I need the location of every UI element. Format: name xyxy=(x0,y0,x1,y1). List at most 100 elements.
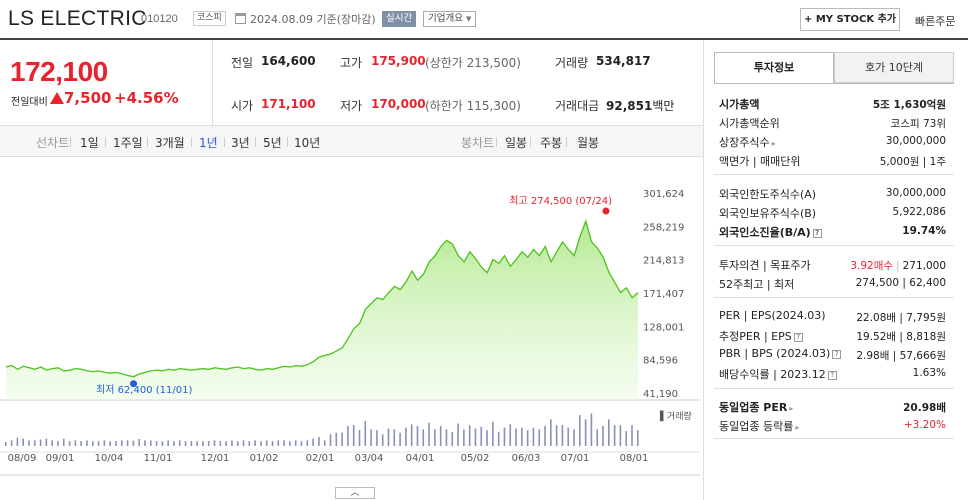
tab-daily[interactable]: 일봉 xyxy=(505,136,528,150)
volume-bar xyxy=(144,440,146,446)
volume-bar xyxy=(132,440,135,446)
low-label: 저가 xyxy=(340,99,363,113)
tab-3y[interactable]: 3년 xyxy=(231,136,250,150)
high-marker xyxy=(602,207,610,215)
high-label: 고가 xyxy=(340,56,363,70)
volume-bar xyxy=(294,440,297,446)
calendar-icon xyxy=(235,13,246,24)
52w-label: 52주최고 | 최저 xyxy=(719,278,795,291)
volume-bar xyxy=(109,441,111,446)
pipe-separator: | xyxy=(896,260,900,272)
volume-bar xyxy=(149,440,152,446)
caret-right-icon[interactable]: ▸ xyxy=(789,404,794,413)
x-tick-label: 05/02 xyxy=(461,453,490,464)
volume-bar xyxy=(300,441,303,446)
company-overview-button[interactable]: 기업개요 ▼ xyxy=(423,11,477,27)
trade-value: 92,851백만 xyxy=(606,97,674,114)
industry-per-value: 20.98배 xyxy=(903,402,946,414)
volume-bar xyxy=(265,440,268,446)
volume-value: 534,817 xyxy=(596,54,651,68)
volume-bar xyxy=(538,429,541,446)
volume-bar xyxy=(550,419,552,446)
par-value-label: 액면가 | 매매단위 xyxy=(719,155,801,168)
caret-right-icon[interactable]: ▸ xyxy=(795,423,800,432)
x-tick-label: 08/01 xyxy=(620,453,649,464)
opinion-label: 투자의견 | 목표주가 xyxy=(719,259,811,272)
volume-bar xyxy=(457,423,459,446)
volume-bar xyxy=(445,429,448,446)
add-mystock-button[interactable]: + MY STOCK 추가 xyxy=(800,8,900,31)
tab-1w[interactable]: 1주일 xyxy=(113,136,143,150)
trade-value-number: 92,851 xyxy=(606,99,653,113)
volume-bar xyxy=(22,438,24,446)
tab-1d[interactable]: 1일 xyxy=(80,136,99,150)
low-annotation: 최저 62,400 (11/01) xyxy=(96,384,192,396)
tab-orderbook[interactable]: 호가 10단계 xyxy=(834,52,954,83)
help-icon[interactable]: ? xyxy=(812,228,822,238)
volume-bar xyxy=(97,441,100,446)
panel-tab-line xyxy=(714,83,954,84)
volume-bar xyxy=(28,440,30,446)
realtime-badge[interactable]: 실시간 xyxy=(382,11,417,27)
volume-bar xyxy=(428,422,430,446)
tab-monthly[interactable]: 월봉 xyxy=(577,136,600,150)
target-price: 271,000 xyxy=(902,260,946,272)
trade-value-label: 거래대금 xyxy=(555,99,600,113)
tab-1y[interactable]: 1년 xyxy=(199,136,218,150)
tab-10y[interactable]: 10년 xyxy=(294,136,321,150)
tab-invest-info[interactable]: 투자정보 xyxy=(714,52,834,83)
foreign-hold-label: 외국인보유주식수(B) xyxy=(719,207,817,220)
lower-limit: (하한가 115,300) xyxy=(425,99,521,113)
volume-bar xyxy=(497,431,500,446)
volume-bar xyxy=(242,440,245,446)
trade-value-unit: 백만 xyxy=(652,99,675,113)
volume-bar xyxy=(254,440,256,446)
industry-per-text: 동일업종 PER xyxy=(719,401,788,414)
volume-bar xyxy=(86,440,88,446)
volume-label: 거래량 xyxy=(555,56,589,70)
volume-bar xyxy=(225,441,227,446)
current-price: 172,100 xyxy=(10,56,108,87)
opinion-value: 3.92매수 | 271,000 xyxy=(850,258,946,273)
tab-5y[interactable]: 5년 xyxy=(263,136,282,150)
volume-bar xyxy=(515,428,517,446)
quick-order-link[interactable]: 빠른주문 xyxy=(915,15,956,28)
help-icon[interactable]: ? xyxy=(827,370,837,380)
volume-bar xyxy=(532,427,535,446)
help-icon[interactable]: ? xyxy=(793,332,803,342)
tab-separator xyxy=(566,137,567,147)
volume-bar xyxy=(486,430,488,446)
volume-bar xyxy=(184,441,187,446)
y-tick-label: 258,219 xyxy=(643,222,684,233)
volume-bar xyxy=(289,441,291,446)
tab-3m[interactable]: 3개월 xyxy=(155,136,185,150)
tab-separator xyxy=(147,137,148,147)
stock-code: 010120 xyxy=(141,13,178,25)
prev-close-label: 전일 xyxy=(231,56,254,70)
volume-bar xyxy=(625,431,628,446)
x-tick-label: 03/04 xyxy=(355,453,384,464)
volume-bar xyxy=(277,440,280,446)
up-arrow-icon xyxy=(50,92,64,104)
volume-bar xyxy=(213,440,216,446)
volume-bar xyxy=(306,440,309,446)
tab-weekly[interactable]: 주봉 xyxy=(540,136,563,150)
volume-bar xyxy=(161,441,164,446)
collapse-chart-button[interactable]: ︿ xyxy=(335,487,375,499)
est-per-label: 추정PER | EPS? xyxy=(719,328,803,344)
tab-separator xyxy=(224,137,225,147)
low-marker xyxy=(130,380,138,388)
section-divider xyxy=(714,297,954,298)
x-tick-label: 01/02 xyxy=(250,453,279,464)
price-area xyxy=(6,221,638,400)
volume-bar xyxy=(590,413,593,446)
foreign-limit-value: 30,000,000 xyxy=(885,187,946,199)
caret-right-icon[interactable]: ▸ xyxy=(771,139,776,148)
dividend-label: 배당수익률 | 2023.12? xyxy=(719,366,837,382)
volume-bar xyxy=(202,441,204,446)
pbr-bps-text: PBR | BPS (2024.03) xyxy=(719,347,831,360)
volume-bar xyxy=(219,441,222,446)
help-icon[interactable]: ? xyxy=(832,349,842,359)
volume-bar xyxy=(567,427,570,446)
price-chart[interactable]: 301,624 258,219 214,813 171,407 128,001 84,59… xyxy=(0,160,700,490)
